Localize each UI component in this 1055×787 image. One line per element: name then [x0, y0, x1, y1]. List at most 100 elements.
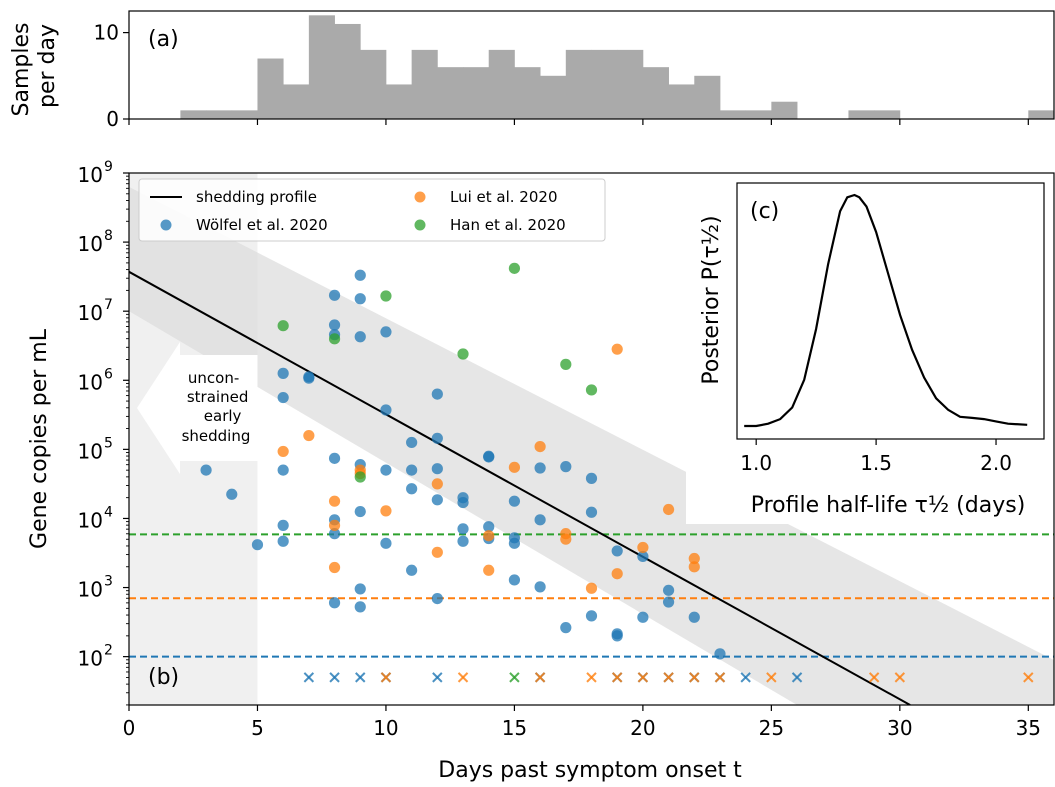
histogram-ytick-label: 0	[106, 107, 119, 131]
histogram-bar	[617, 49, 644, 119]
data-point	[560, 533, 572, 545]
data-point	[277, 320, 289, 332]
note-line-2: strained	[187, 388, 248, 406]
data-point	[431, 432, 443, 444]
data-point	[431, 546, 443, 558]
legend-frame	[138, 178, 606, 242]
histogram-bar	[283, 84, 310, 119]
censored-marker	[432, 672, 443, 683]
data-point	[328, 561, 341, 574]
data-point	[662, 503, 675, 516]
data-point	[483, 564, 495, 576]
data-point	[380, 537, 392, 549]
data-point	[457, 523, 469, 535]
data-point	[688, 611, 700, 623]
shedding-ytick-exponent: 8	[104, 228, 113, 244]
data-point	[662, 596, 675, 608]
data-point	[431, 593, 443, 605]
censored-marker	[894, 672, 906, 683]
data-point	[328, 528, 341, 540]
early-shedding-arrow	[137, 342, 258, 474]
data-point	[380, 290, 392, 302]
panel-label-c: (c)	[750, 199, 779, 224]
censored-marker	[714, 672, 726, 683]
data-point	[328, 495, 341, 507]
xlabel-main: Days past symptom onset t	[438, 758, 742, 783]
shedding-panel: uncon- strained early shedding 0 5 10 15 20 2…	[27, 159, 1055, 783]
shedding-xtick-label: 20	[630, 716, 655, 740]
data-point	[508, 574, 521, 586]
censored-marker	[1023, 672, 1034, 683]
histogram-bar	[745, 110, 772, 119]
inset-ylabel: Posterior P(τ½)	[699, 215, 724, 384]
shedding-ytick-exponent: 6	[104, 366, 113, 382]
censored-marker	[457, 672, 469, 683]
data-point	[560, 622, 572, 634]
shedding-xtick-label: 15	[502, 716, 527, 740]
shedding-xtick-label: 5	[251, 716, 264, 740]
data-point	[354, 583, 366, 595]
inset-xtick-label: 2.0	[980, 451, 1012, 475]
histogram-bar	[565, 49, 592, 119]
shedding-ytick-exponent: 4	[104, 504, 113, 520]
histogram-bar	[1028, 110, 1055, 119]
inset-xtick-label: 1.5	[860, 451, 892, 475]
data-point	[483, 521, 495, 533]
data-point	[406, 464, 418, 476]
data-point	[277, 519, 289, 531]
histogram-bar	[694, 75, 721, 119]
data-point	[534, 514, 546, 526]
data-point	[277, 391, 289, 404]
histogram-bar	[231, 110, 258, 119]
data-point	[483, 530, 495, 542]
data-point	[251, 539, 264, 551]
data-point	[328, 519, 341, 531]
data-point	[380, 326, 392, 338]
data-point	[200, 464, 212, 476]
note-line-3: early	[204, 407, 242, 425]
data-point	[277, 445, 289, 458]
data-point	[483, 451, 495, 463]
histogram-ylabel-line2: per day	[35, 24, 60, 108]
censored-marker	[303, 672, 315, 683]
inset-background	[686, 176, 1052, 524]
histogram-bar	[488, 49, 515, 119]
data-point	[380, 505, 392, 517]
inset-frame	[736, 182, 1045, 440]
data-point	[303, 371, 315, 383]
data-point	[585, 506, 598, 518]
histogram-bar	[308, 15, 335, 119]
data-point	[380, 404, 392, 416]
histogram-bar	[848, 110, 875, 119]
data-point	[637, 550, 649, 563]
histogram-bar	[719, 110, 747, 119]
data-point	[431, 478, 443, 490]
shedding-ytick-label: 10	[78, 370, 103, 394]
data-point	[354, 471, 366, 483]
data-point	[328, 333, 341, 345]
censored-marker	[689, 672, 700, 683]
shedding-ytick-exponent: 2	[104, 643, 113, 659]
censored-marker	[637, 672, 649, 683]
data-point	[406, 483, 418, 495]
shedding-profile-line	[129, 270, 911, 705]
histogram-bar	[642, 67, 669, 119]
inset-xtick-label: 1.0	[740, 451, 772, 475]
data-point	[328, 597, 341, 609]
histogram-bar	[334, 23, 361, 119]
histogram-panel: 0 10 (a) Samples per day	[9, 10, 1055, 131]
data-point	[328, 452, 341, 464]
shedding-ylabel: Gene copies per mL	[27, 328, 52, 549]
histogram-bar	[180, 110, 207, 119]
shedding-ytick-exponent: 9	[104, 159, 113, 175]
data-point	[611, 630, 623, 642]
shedding-xtick-label: 30	[887, 716, 912, 740]
panel-label-a: (a)	[148, 27, 179, 52]
censored-markers	[303, 672, 1034, 683]
shedding-ytick-label: 10	[78, 301, 103, 325]
data-point	[406, 564, 418, 576]
panel-label-b: (b)	[148, 665, 179, 690]
data-point	[585, 384, 598, 396]
legend: shedding profile Wölfel et al. 2020 Lui …	[138, 178, 606, 242]
